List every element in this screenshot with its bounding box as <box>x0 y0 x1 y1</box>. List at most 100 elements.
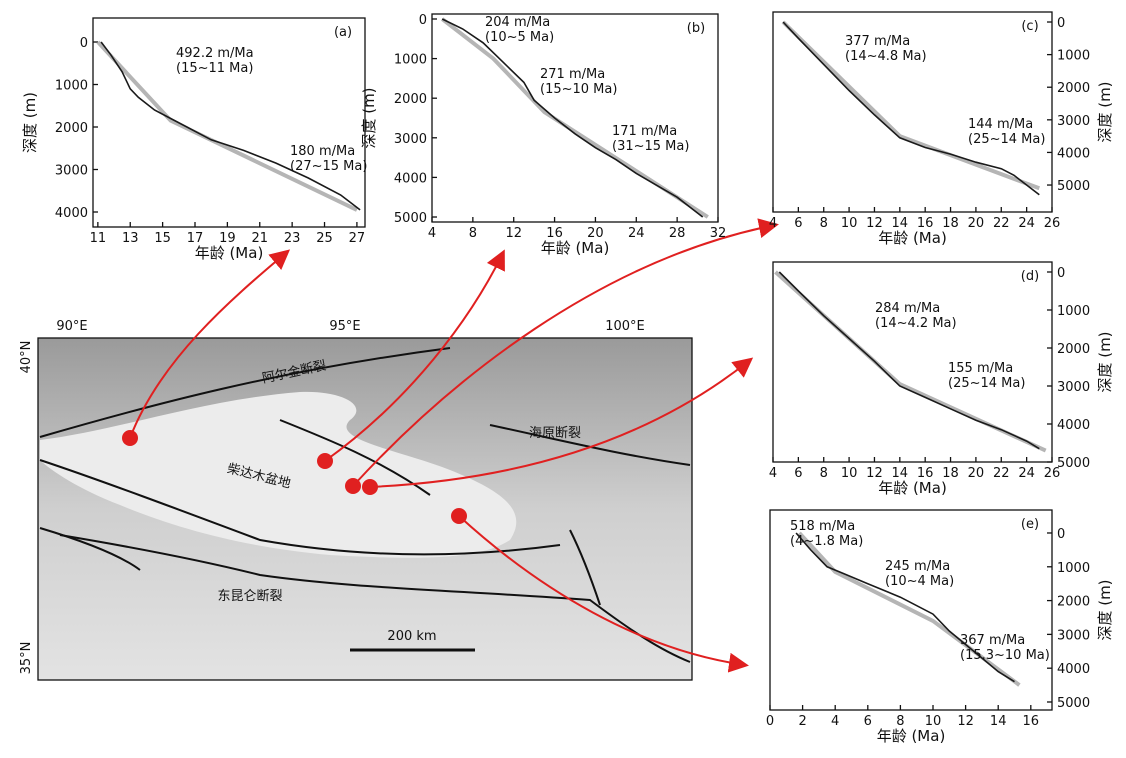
x-axis-title: 年龄 (Ma) <box>195 244 264 262</box>
depth-curve <box>783 22 1039 188</box>
y-tick-label: 1000 <box>55 79 88 94</box>
rate-annotation: (27~15 Ma) <box>290 159 367 174</box>
y-tick-label: 0 <box>1057 16 1065 31</box>
x-axis-title: 年龄 (Ma) <box>878 479 947 497</box>
lon-label: 100°E <box>605 319 645 334</box>
y-tick-label: 1000 <box>394 53 427 68</box>
rate-annotation: 377 m/Ma <box>845 34 910 49</box>
rate-annotation: (25~14 Ma) <box>948 376 1025 391</box>
panel-label: (c) <box>1021 19 1038 34</box>
rate-annotation: (15.3~10 Ma) <box>960 648 1050 663</box>
y-tick-label: 5000 <box>1057 696 1090 711</box>
y-axis-title: 深度 (m) <box>21 92 39 153</box>
y-tick-label: 5000 <box>1057 179 1090 194</box>
y-tick-label: 0 <box>1057 527 1065 542</box>
panel: 11131517192123252701000200030004000年龄 (M… <box>21 18 367 262</box>
x-tick-label: 10 <box>841 466 858 481</box>
x-tick-label: 15 <box>154 231 171 246</box>
rate-annotation: (31~15 Ma) <box>612 139 689 154</box>
rate-annotation: (25~14 Ma) <box>968 132 1045 147</box>
x-tick-label: 20 <box>968 466 985 481</box>
y-tick-label: 4000 <box>1057 418 1090 433</box>
panel-label: (a) <box>334 25 352 40</box>
rate-annotation: (15~10 Ma) <box>540 82 617 97</box>
y-tick-label: 2000 <box>55 121 88 136</box>
lon-label: 90°E <box>56 319 87 334</box>
x-tick-label: 8 <box>469 226 477 241</box>
figure: 200 km 90°E 95°E 100°E 40°N 35°N 阿尔金断裂 海… <box>0 0 1126 754</box>
scale-label: 200 km <box>387 629 436 644</box>
y-tick-label: 2000 <box>1057 342 1090 357</box>
y-axis-title: 深度 (m) <box>1096 331 1114 392</box>
rate-annotation: 144 m/Ma <box>968 117 1033 132</box>
y-axis-title: 深度 (m) <box>360 87 378 148</box>
y-tick-label: 3000 <box>394 132 427 147</box>
x-tick-label: 20 <box>968 216 985 231</box>
y-axis-title: 深度 (m) <box>1096 579 1114 640</box>
depth-curve <box>442 19 708 217</box>
rate-annotation: 245 m/Ma <box>885 559 950 574</box>
x-tick-label: 14 <box>990 714 1007 729</box>
rate-annotation: 492.2 m/Ma <box>176 46 254 61</box>
map: 200 km 90°E 95°E 100°E 40°N 35°N 阿尔金断裂 海… <box>19 225 775 680</box>
y-tick-label: 0 <box>419 13 427 28</box>
rate-annotation: 271 m/Ma <box>540 67 605 82</box>
rate-annotation: 518 m/Ma <box>790 519 855 534</box>
y-tick-label: 5000 <box>1057 456 1090 471</box>
x-tick-label: 8 <box>820 466 828 481</box>
x-tick-label: 12 <box>957 714 974 729</box>
y-tick-label: 3000 <box>1057 380 1090 395</box>
y-tick-label: 1000 <box>1057 561 1090 576</box>
y-tick-label: 0 <box>1057 266 1065 281</box>
y-tick-label: 3000 <box>1057 628 1090 643</box>
y-tick-label: 0 <box>80 36 88 51</box>
panel-label: (d) <box>1021 269 1039 284</box>
x-tick-label: 0 <box>766 714 774 729</box>
x-tick-label: 22 <box>993 216 1010 231</box>
rate-annotation: 171 m/Ma <box>612 124 677 139</box>
x-tick-label: 12 <box>505 226 522 241</box>
y-tick-label: 5000 <box>394 211 427 226</box>
panel-label: (b) <box>687 21 705 36</box>
x-tick-label: 2 <box>798 714 806 729</box>
x-tick-label: 4 <box>769 466 777 481</box>
y-tick-label: 4000 <box>1057 662 1090 677</box>
x-axis-title: 年龄 (Ma) <box>541 239 610 257</box>
y-tick-label: 1000 <box>1057 49 1090 64</box>
x-tick-label: 24 <box>628 226 645 241</box>
y-tick-label: 4000 <box>55 206 88 221</box>
panel-label: (e) <box>1021 517 1039 532</box>
rate-annotation: 284 m/Ma <box>875 301 940 316</box>
lon-label: 95°E <box>329 319 360 334</box>
rate-annotation: (14~4.8 Ma) <box>845 49 927 64</box>
x-tick-label: 6 <box>794 466 802 481</box>
x-tick-label: 16 <box>1023 714 1040 729</box>
y-tick-label: 1000 <box>1057 304 1090 319</box>
y-tick-label: 4000 <box>394 171 427 186</box>
panel: 48121620242832010002000300040005000年龄 (M… <box>360 13 726 257</box>
x-tick-label: 26 <box>1044 216 1061 231</box>
x-tick-label: 27 <box>349 231 366 246</box>
x-tick-label: 24 <box>1018 466 1035 481</box>
x-tick-label: 28 <box>669 226 686 241</box>
x-tick-label: 23 <box>284 231 301 246</box>
depth-curve <box>783 22 1039 195</box>
x-axis-title: 年龄 (Ma) <box>878 229 947 247</box>
x-tick-label: 22 <box>993 466 1010 481</box>
y-tick-label: 2000 <box>1057 595 1090 610</box>
x-tick-label: 4 <box>831 714 839 729</box>
rate-annotation: (15~11 Ma) <box>176 61 253 76</box>
x-tick-label: 10 <box>841 216 858 231</box>
rate-annotation: 204 m/Ma <box>485 15 550 30</box>
rate-annotation: 155 m/Ma <box>948 361 1013 376</box>
fault-label: 东昆仑断裂 <box>217 589 282 604</box>
rate-annotation: 180 m/Ma <box>290 144 355 159</box>
plot-frame <box>773 12 1052 212</box>
y-axis-title: 深度 (m) <box>1096 81 1114 142</box>
x-axis-title: 年龄 (Ma) <box>877 727 946 745</box>
y-tick-label: 4000 <box>1057 146 1090 161</box>
rate-annotation: (10~5 Ma) <box>485 30 554 45</box>
x-tick-label: 25 <box>316 231 333 246</box>
